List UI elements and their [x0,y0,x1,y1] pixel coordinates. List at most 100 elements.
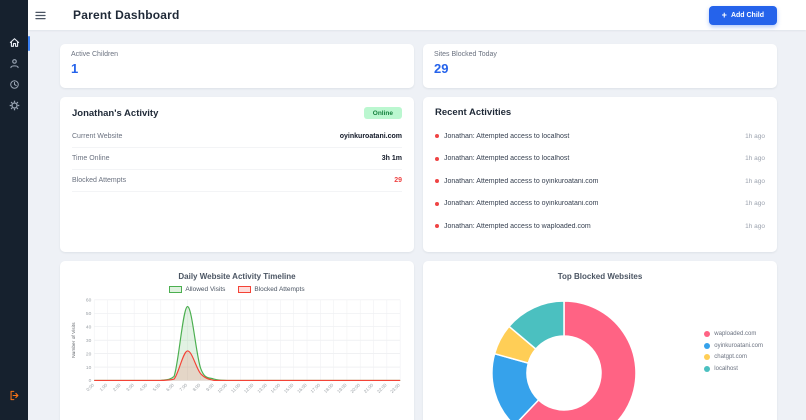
legend-label: Allowed Visits [185,286,226,293]
activity-time: 1h ago [745,222,765,230]
svg-text:Number of Visits: Number of Visits [71,322,77,358]
donut-legend-item[interactable]: localhost [704,365,763,372]
svg-text:50: 50 [86,311,92,317]
alert-dot-icon [435,156,439,161]
svg-text:8:00: 8:00 [192,382,202,392]
list-item: Jonathan: Attempted access to localhost … [435,125,765,148]
svg-text:21:00: 21:00 [363,382,375,394]
stat-value: 1 [71,61,79,76]
svg-text:17:00: 17:00 [310,382,322,394]
legend-item-allowed[interactable]: Allowed Visits [169,286,225,293]
svg-text:16:00: 16:00 [296,382,308,394]
legend-label: oyinkuroatani.com [714,342,763,349]
online-status-badge: Online [363,107,402,119]
info-label: Current Website [72,133,123,140]
activity-timeline-chart-card: Daily Website Activity Timeline Allowed … [60,261,414,420]
svg-text:10: 10 [86,365,92,371]
page-title: Parent Dashboard [73,8,180,22]
legend-swatch [238,286,252,293]
activity-text: Jonathan: Attempted access to oyinkuroat… [444,177,599,185]
activity-time: 1h ago [745,155,765,163]
svg-text:2:00: 2:00 [112,382,122,392]
line-chart-title: Daily Website Activity Timeline [178,272,296,281]
legend-label: chatgpt.com [714,354,747,360]
legend-swatch [704,331,711,337]
svg-text:3:00: 3:00 [125,382,135,392]
donut-legend-item[interactable]: chatgpt.com [704,354,763,360]
add-child-button[interactable]: + Add Child [708,5,777,25]
donut-legend: waploaded.com oyinkuroatani.com chatgpt.co… [704,331,763,372]
alert-dot-icon [435,134,439,139]
logout-icon [9,390,20,403]
alert-dot-icon [435,201,439,206]
time-online-row: Time Online 3h 1m [72,148,402,170]
svg-text:22:00: 22:00 [376,382,388,394]
stat-card-sites-blocked: Sites Blocked Today 29 [423,44,777,88]
svg-text:20: 20 [86,351,92,357]
svg-text:13:00: 13:00 [256,382,268,394]
child-icon [9,58,20,71]
stat-card-active-children: Active Children 1 [60,44,414,88]
svg-text:12:00: 12:00 [243,382,255,394]
sidebar [0,0,30,420]
svg-text:14:00: 14:00 [270,382,282,394]
activity-card-title: Jonathan's Activity [72,107,159,119]
main-content: Active Children 1 Sites Blocked Today 29… [28,30,806,420]
donut-legend-item[interactable]: waploaded.com [704,331,763,337]
sidebar-item-settings[interactable] [0,96,28,117]
svg-text:0: 0 [89,378,92,384]
svg-text:11:00: 11:00 [230,382,242,394]
line-chart: 0 10 20 30 40 50 60 0:00 1:00 2:00 3:00 4:00 5:00 6:0… [66,295,408,417]
add-child-label: Add Child [730,11,764,19]
list-item: Jonathan: Attempted access to localhost … [435,148,765,171]
svg-text:20:00: 20:00 [350,382,362,394]
sidebar-item-children[interactable] [0,54,28,75]
legend-label: Blocked Attempts [254,286,305,293]
stat-label: Sites Blocked Today [434,51,497,58]
alert-dot-icon [435,224,439,229]
header: Parent Dashboard + Add Child [28,0,806,30]
svg-text:7:00: 7:00 [178,382,188,392]
activity-text: Jonathan: Attempted access to oyinkuroat… [444,200,599,208]
child-activity-card: Jonathan's Activity Online Current Websi… [60,97,414,252]
sidebar-item-home[interactable] [0,33,30,54]
legend-label: waploaded.com [714,331,757,337]
legend-swatch [704,365,711,372]
stat-value: 29 [434,61,449,76]
logout-button[interactable] [0,386,28,407]
activity-text: Jonathan: Attempted access to localhost [444,155,570,163]
svg-text:1:00: 1:00 [99,382,109,392]
list-item: Jonathan: Attempted access to oyinkuroat… [435,193,765,216]
donut-chart-title: Top Blocked Websites [557,272,643,281]
alert-dot-icon [435,179,439,184]
legend-swatch [704,342,711,349]
sidebar-item-history[interactable] [0,75,28,96]
svg-text:0:00: 0:00 [85,382,95,392]
stat-label: Active Children [71,51,119,58]
recent-activities-card: Recent Activities Jonathan: Attempted ac… [423,97,777,252]
recent-activities-title: Recent Activities [435,107,512,118]
current-website-row: Current Website oyinkuroatani.com [72,126,402,148]
svg-text:9:00: 9:00 [205,382,215,392]
svg-text:15:00: 15:00 [283,382,295,394]
svg-text:5:00: 5:00 [152,382,162,392]
info-label: Blocked Attempts [72,177,127,184]
info-value: oyinkuroatani.com [339,133,402,140]
donut-legend-item[interactable]: oyinkuroatani.com [704,342,763,349]
info-value: 3h 1m [381,155,402,162]
activity-time: 1h ago [745,132,765,140]
svg-text:40: 40 [86,325,92,331]
plus-icon: + [721,10,727,20]
menu-toggle-button[interactable] [33,6,48,25]
legend-item-blocked[interactable]: Blocked Attempts [238,286,305,293]
activity-time: 1h ago [745,177,765,185]
blocked-attempts-row: Blocked Attempts 29 [72,170,402,192]
list-item: Jonathan: Attempted access to oyinkuroat… [435,170,765,193]
activity-text: Jonathan: Attempted access to waploaded.… [444,222,591,230]
svg-text:19:00: 19:00 [336,382,348,394]
top-blocked-websites-chart-card: Top Blocked Websites waploaded.com oyinku… [423,261,777,420]
info-value: 29 [394,177,402,184]
svg-text:30: 30 [86,338,92,344]
donut-chart [489,298,639,420]
svg-text:10:00: 10:00 [217,382,229,394]
